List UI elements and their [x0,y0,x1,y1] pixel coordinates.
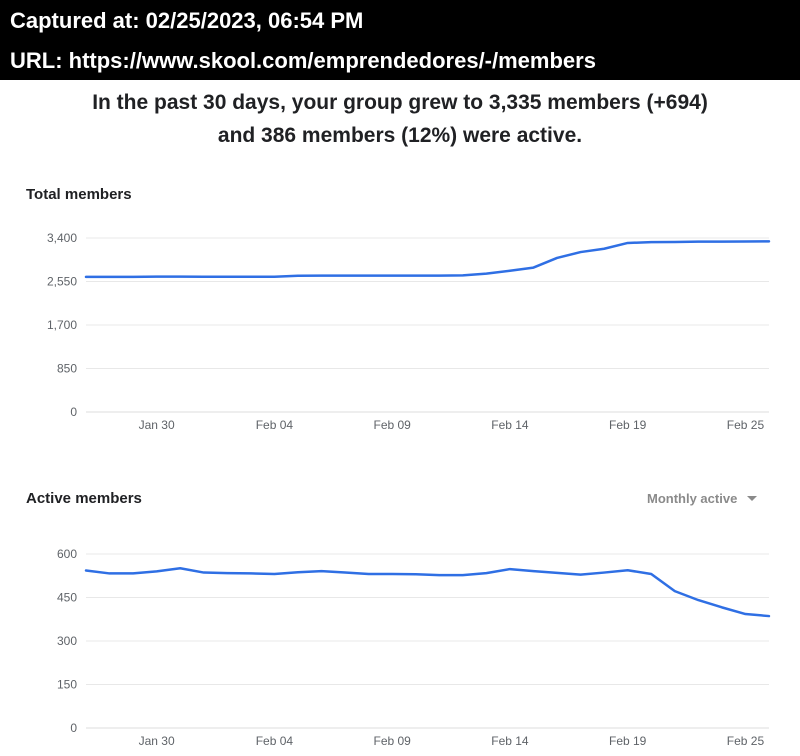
y-tick-label: 450 [57,591,77,605]
x-tick-label: Feb 04 [256,418,294,432]
y-tick-label: 2,550 [47,275,77,289]
x-tick-label: Feb 25 [727,418,765,432]
capture-info-bar: Captured at: 02/25/2023, 06:54 PM URL: h… [0,0,800,80]
summary-line-growth: In the past 30 days, your group grew to … [0,86,800,119]
total-members-title: Total members [26,186,132,203]
x-tick-label: Jan 30 [139,418,175,432]
x-tick-label: Feb 14 [491,734,529,748]
total-members-chart: 0 850 1,700 2,550 3,400 Jan 30 Feb 04 Feb 09 Feb… [0,220,800,440]
y-tick-label: 150 [57,678,77,692]
captured-url-text: URL: https://www.skool.com/emprendedores… [10,48,596,74]
x-tick-label: Feb 09 [373,418,411,432]
y-tick-label: 300 [57,634,77,648]
growth-summary: In the past 30 days, your group grew to … [0,86,800,152]
active-members-title: Active members [26,490,142,507]
x-tick-label: Feb 09 [373,734,411,748]
series-line [86,241,769,277]
x-tick-label: Feb 04 [256,734,294,748]
y-tick-label: 0 [70,405,77,419]
y-tick-label: 1,700 [47,318,77,332]
series-line [86,568,769,616]
active-members-chart: 0 150 300 450 600 Jan 30 Feb 04 Feb 09 Feb 14 Feb… [0,536,800,756]
y-tick-label: 0 [70,721,77,735]
captured-at-text: Captured at: 02/25/2023, 06:54 PM [10,8,363,34]
y-tick-label: 3,400 [47,231,77,245]
x-tick-label: Feb 19 [609,734,647,748]
x-tick-label: Feb 14 [491,418,529,432]
summary-line-active: and 386 members (12%) were active. [0,119,800,152]
active-metric-dropdown[interactable]: Monthly active [647,491,757,506]
x-tick-label: Feb 25 [727,734,765,748]
chevron-down-icon [747,496,757,501]
x-tick-label: Jan 30 [139,734,175,748]
x-tick-label: Feb 19 [609,418,647,432]
y-tick-label: 850 [57,362,77,376]
y-tick-label: 600 [57,547,77,561]
active-metric-dropdown-label: Monthly active [647,491,737,506]
